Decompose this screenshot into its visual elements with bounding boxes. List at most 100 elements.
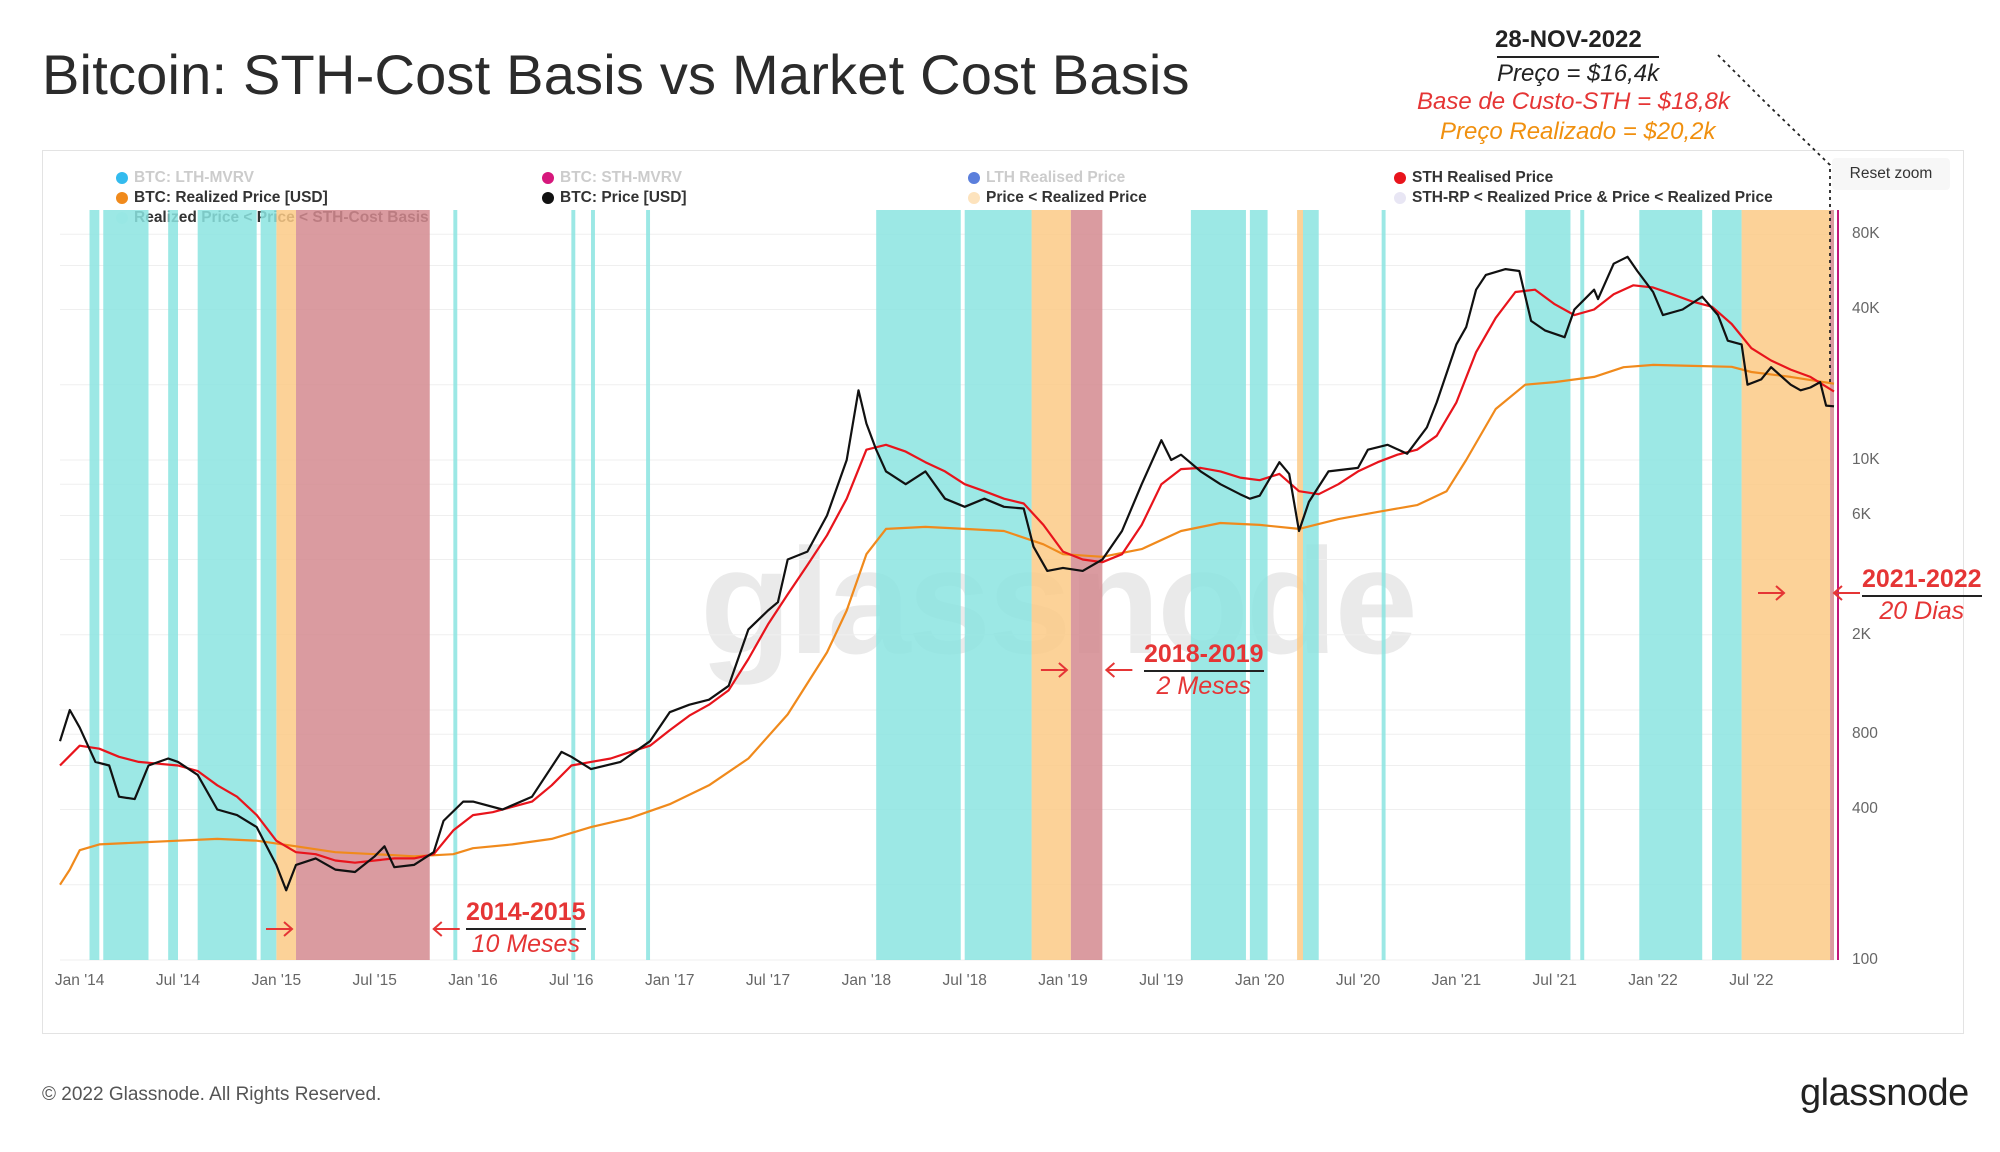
legend-price-below-realized[interactable]: Price < Realized Price bbox=[968, 189, 1147, 207]
period-years: 2018-2019 bbox=[1144, 640, 1264, 672]
legend-dot bbox=[968, 172, 980, 184]
band-realized-price-price-sth-cost-basis bbox=[1712, 210, 1742, 960]
band-price-realized-price bbox=[1031, 210, 1071, 960]
legend-label: BTC: Realized Price [USD] bbox=[134, 189, 328, 206]
period-years: 2021-2022 bbox=[1862, 565, 1982, 597]
x-tick-label: Jan '14 bbox=[54, 972, 105, 989]
legend-dot bbox=[1394, 172, 1406, 184]
annotation-sth-cost-basis: Base de Custo-STH = $18,8k bbox=[1417, 88, 1730, 115]
legend-dot bbox=[116, 172, 128, 184]
period-arrow bbox=[1832, 585, 1860, 601]
annotation-realized-price: Preço Realizado = $20,2k bbox=[1440, 118, 1716, 145]
band-sth-rp-realized-price-price-realized-price bbox=[1830, 210, 1834, 960]
copyright-footer: © 2022 Glassnode. All Rights Reserved. bbox=[42, 1084, 382, 1105]
x-tick-label: Jul '16 bbox=[549, 972, 594, 989]
band-realized-price-price-sth-cost-basis bbox=[103, 210, 149, 960]
legend-lth-mvrv[interactable]: BTC: LTH-MVRV bbox=[116, 169, 254, 187]
band-realized-price-price-sth-cost-basis bbox=[260, 210, 277, 960]
band-price-realized-price bbox=[1297, 210, 1303, 960]
annotation-price: Preço = $16,4k bbox=[1497, 56, 1660, 88]
band-realized-price-price-sth-cost-basis bbox=[1580, 210, 1585, 960]
legend-dot bbox=[116, 192, 128, 204]
band-realized-price-price-sth-cost-basis bbox=[197, 210, 257, 960]
legend-btc-price[interactable]: BTC: Price [USD] bbox=[542, 189, 687, 207]
glassnode-logo: glassnode bbox=[1800, 1072, 1969, 1114]
period-2014-2015: 2014-2015 10 Meses bbox=[466, 898, 586, 959]
y-tick-label: 80K bbox=[1852, 225, 1880, 243]
y-tick-label: 400 bbox=[1852, 800, 1878, 818]
period-2021-2022: 2021-2022 20 Dias bbox=[1862, 565, 1982, 626]
band-realized-price-price-sth-cost-basis bbox=[1249, 210, 1268, 960]
period-years: 2014-2015 bbox=[466, 898, 586, 930]
legend-label: Price < Realized Price bbox=[986, 189, 1147, 206]
legend-label: STH-RP < Realized Price & Price < Realiz… bbox=[1412, 189, 1773, 206]
band-price-realized-price bbox=[1741, 210, 1831, 960]
chart-frame bbox=[42, 150, 1964, 1034]
band-realized-price-price-sth-cost-basis bbox=[1302, 210, 1319, 960]
period-arrow bbox=[1104, 662, 1133, 678]
legend-dot bbox=[542, 192, 554, 204]
period-arrow bbox=[432, 921, 460, 937]
band-realized-price-price-sth-cost-basis bbox=[168, 210, 179, 960]
series-btc-price-usd- bbox=[58, 255, 1835, 892]
band-price-realized-price bbox=[276, 210, 297, 960]
x-tick-label: Jul '19 bbox=[1139, 972, 1184, 989]
legend-sth-realised-price[interactable]: STH Realised Price bbox=[1394, 169, 1553, 187]
band-realized-price-price-sth-cost-basis bbox=[1381, 210, 1386, 960]
series-lines bbox=[58, 255, 1835, 892]
band-realized-price-price-sth-cost-basis bbox=[876, 210, 961, 960]
x-tick-label: Jan '15 bbox=[251, 972, 302, 989]
y-tick-label: 2K bbox=[1852, 625, 1871, 643]
y-tick-label: 800 bbox=[1852, 725, 1878, 743]
band-realized-price-price-sth-cost-basis bbox=[571, 210, 576, 960]
x-tick-label: Jul '22 bbox=[1729, 972, 1774, 989]
x-tick-label: Jan '20 bbox=[1234, 972, 1285, 989]
band-realized-price-price-sth-cost-basis bbox=[646, 210, 651, 960]
period-arrow bbox=[266, 921, 294, 937]
legend-sth-rp-below-realized[interactable]: STH-RP < Realized Price & Price < Realiz… bbox=[1394, 189, 1773, 207]
x-tick-label: Jul '18 bbox=[942, 972, 987, 989]
legend-realized-price[interactable]: BTC: Realized Price [USD] bbox=[116, 189, 328, 207]
band-realized-price-price-sth-cost-basis bbox=[453, 210, 458, 960]
period-arrow bbox=[1758, 585, 1786, 601]
legend-lth-realised-price[interactable]: LTH Realised Price bbox=[968, 169, 1125, 187]
band-sth-rp-realized-price-price-realized-price bbox=[1070, 210, 1103, 960]
x-tick-label: Jan '17 bbox=[644, 972, 695, 989]
band-realized-price-price-sth-cost-basis bbox=[964, 210, 1032, 960]
legend-label: LTH Realised Price bbox=[986, 169, 1126, 186]
x-tick-label: Jan '19 bbox=[1038, 972, 1088, 989]
period-2018-2019: 2018-2019 2 Meses bbox=[1144, 640, 1264, 701]
legend-label: BTC: STH-MVRV bbox=[560, 169, 682, 186]
y-tick-label: 40K bbox=[1852, 300, 1880, 318]
x-tick-label: Jul '17 bbox=[745, 972, 791, 989]
legend-label: BTC: LTH-MVRV bbox=[134, 169, 254, 186]
x-tick-label: Jan '22 bbox=[1628, 972, 1678, 989]
band-sth-rp-realized-price-price-realized-price bbox=[296, 210, 430, 960]
legend-dot bbox=[1394, 192, 1406, 204]
series-sth-realised-price bbox=[59, 284, 1835, 864]
reset-zoom-button[interactable]: Reset zoom bbox=[1832, 158, 1950, 190]
y-tick-label: 10K bbox=[1852, 451, 1880, 468]
period-duration: 20 Dias bbox=[1879, 597, 1965, 625]
band-realized-price-price-sth-cost-basis bbox=[89, 210, 100, 960]
period-arrow bbox=[1040, 662, 1069, 678]
series-btc-realized-price-usd- bbox=[59, 363, 1835, 886]
band-realized-price-price-sth-cost-basis bbox=[1639, 210, 1703, 960]
band-realized-price-price-sth-cost-basis bbox=[1190, 210, 1246, 960]
x-tick-label: Jan '18 bbox=[841, 972, 892, 989]
y-tick-label: 6K bbox=[1852, 506, 1871, 524]
band-realized-price-price-sth-cost-basis bbox=[591, 210, 595, 960]
chart-title: Bitcoin: STH-Cost Basis vs Market Cost B… bbox=[42, 43, 1190, 106]
legend-dot bbox=[542, 172, 554, 184]
shaded-bands bbox=[89, 210, 1834, 960]
legend-label: STH Realised Price bbox=[1412, 169, 1554, 186]
annotation-date: 28-NOV-2022 bbox=[1495, 26, 1642, 53]
period-duration: 10 Meses bbox=[471, 930, 580, 958]
annotation-marks bbox=[266, 54, 1860, 960]
legend-dot bbox=[968, 192, 980, 204]
legend-sth-mvrv[interactable]: BTC: STH-MVRV bbox=[542, 169, 682, 187]
x-tick-label: Jan '16 bbox=[448, 972, 498, 989]
period-duration: 2 Meses bbox=[1156, 672, 1252, 700]
legend-label: BTC: Price [USD] bbox=[560, 189, 687, 206]
x-tick-label: Jan '21 bbox=[1431, 972, 1482, 989]
